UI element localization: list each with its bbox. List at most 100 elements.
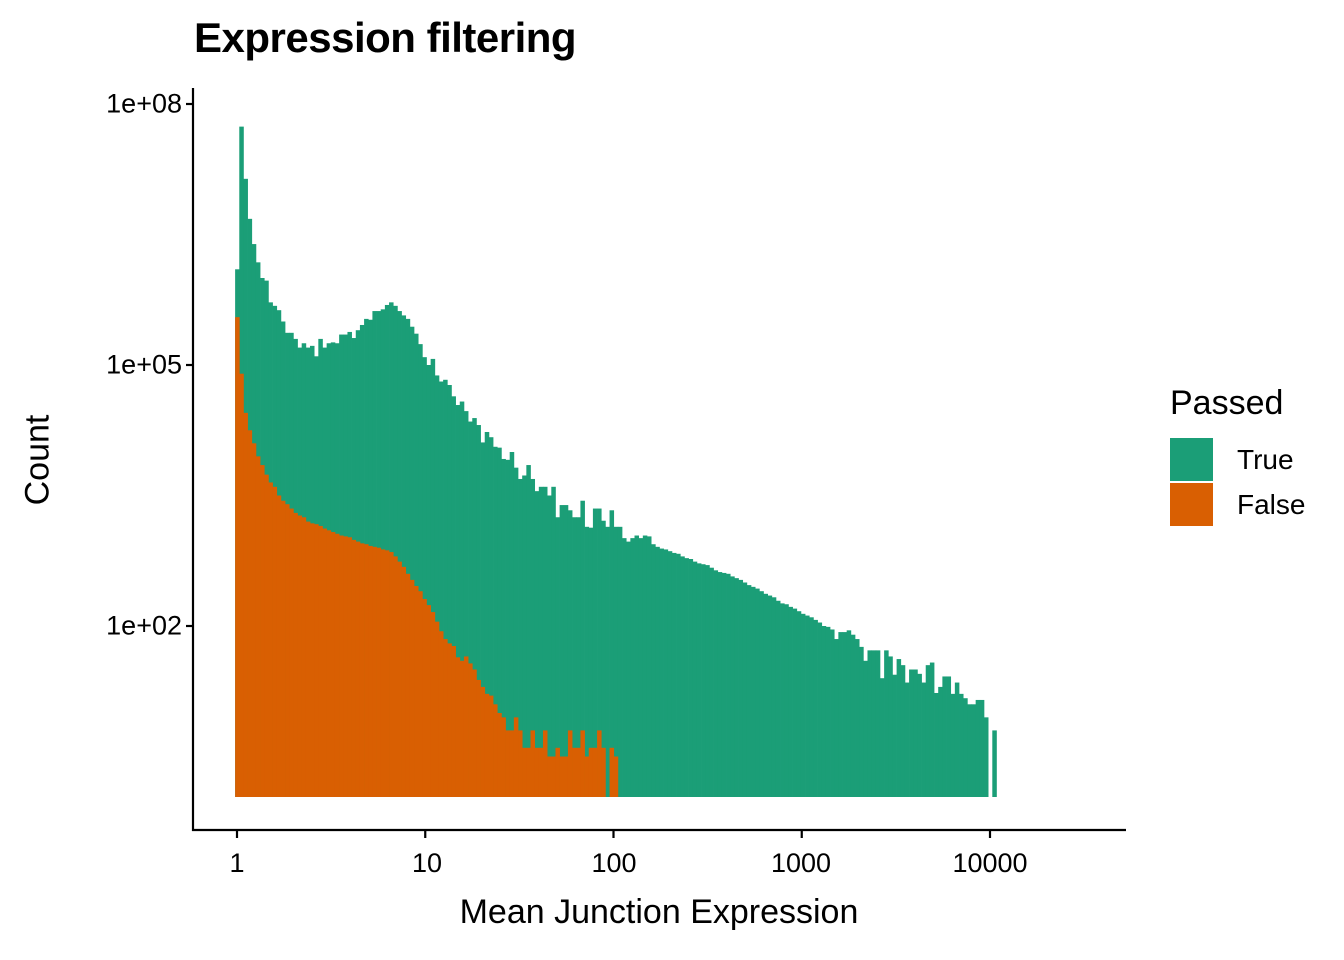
histogram-bar — [830, 629, 835, 797]
histogram-bar — [551, 756, 556, 797]
histogram-bar — [359, 543, 365, 797]
histogram-bar — [339, 535, 344, 797]
histogram-bar — [659, 548, 664, 797]
histogram-bar — [934, 692, 939, 797]
histogram-bar — [813, 619, 818, 797]
histogram-bar — [443, 379, 448, 797]
histogram-bar — [888, 656, 893, 797]
histogram-bar — [497, 713, 502, 797]
histogram-bar — [476, 679, 481, 797]
histogram-bar — [526, 465, 531, 797]
axes — [191, 88, 1126, 832]
histogram-bar — [917, 673, 922, 797]
histogram-bar — [247, 430, 253, 797]
histogram-bar — [601, 520, 606, 797]
histogram-bar — [484, 693, 490, 797]
histogram-bar — [584, 756, 590, 797]
x-tick-label: 10 — [411, 848, 443, 878]
histogram-bar — [871, 650, 877, 797]
histogram-bar — [422, 599, 427, 797]
histogram-bar — [846, 630, 852, 797]
histogram-bar — [534, 747, 540, 797]
histogram-bar — [597, 730, 602, 797]
histogram-bar — [447, 385, 452, 797]
histogram-bar — [484, 431, 490, 797]
histogram-bar — [401, 566, 407, 797]
histogram-bar — [547, 756, 552, 797]
histogram-bar — [771, 597, 777, 797]
histogram-bar — [626, 541, 631, 797]
histogram-bar — [763, 593, 768, 797]
histogram-bar — [613, 526, 619, 797]
histogram-bar — [393, 556, 398, 797]
histogram-bar — [642, 535, 648, 797]
histogram-bar — [646, 536, 652, 797]
histogram-bar — [780, 603, 785, 797]
histogram-bar — [418, 344, 423, 797]
histogram-bar — [580, 730, 585, 797]
histogram-bar — [588, 747, 594, 797]
histogram-bar — [896, 659, 902, 797]
histogram-bar — [567, 510, 573, 797]
histogram-bar — [235, 317, 240, 797]
histogram-bar — [609, 510, 615, 797]
histogram-bar — [959, 693, 964, 797]
histogram-bar — [285, 504, 290, 797]
histogram-bar — [792, 608, 798, 797]
histogram-bar — [597, 508, 602, 797]
histogram-bar — [501, 717, 506, 797]
histogram-bar — [414, 333, 419, 797]
y-axis-label: Count — [18, 414, 57, 506]
histogram-bar — [909, 669, 914, 797]
histogram-bar — [609, 747, 615, 797]
y-tick-label: 1e+05 — [106, 349, 182, 380]
histogram-bar — [788, 606, 793, 797]
histogram-bar — [850, 634, 856, 797]
histogram-bar — [430, 358, 436, 797]
histogram-bar — [588, 527, 594, 797]
legend-swatch-true — [1170, 438, 1213, 481]
histogram-bar — [867, 650, 872, 797]
histogram-bar — [946, 676, 952, 797]
histogram-bar — [559, 505, 565, 797]
histogram-bar — [480, 442, 486, 797]
histogram-bar — [730, 576, 735, 797]
histogram-bar — [509, 730, 515, 797]
histogram-bar — [929, 662, 935, 797]
histogram-bar — [900, 665, 906, 797]
histogram-bar — [463, 656, 469, 797]
histogram-bar — [884, 650, 889, 797]
histogram-bar — [530, 478, 536, 797]
histogram-bar — [663, 549, 669, 797]
histogram-bar — [576, 747, 581, 797]
histogram-bar — [239, 373, 244, 797]
histogram-bar — [488, 437, 494, 797]
histogram-bar — [913, 669, 918, 797]
histogram-bar — [800, 613, 806, 797]
histogram-bar — [405, 573, 411, 797]
histogram-bar — [767, 595, 773, 797]
histogram-bar — [376, 547, 382, 797]
histogram-bar — [334, 533, 340, 797]
histogram-bar — [542, 486, 548, 797]
legend-label: False — [1237, 488, 1306, 520]
histogram-bar — [622, 538, 627, 797]
histogram-bar — [746, 585, 752, 797]
histogram-bar — [555, 747, 560, 797]
histogram-bar — [834, 639, 839, 797]
histogram-bar — [859, 646, 864, 797]
histogram-bar — [921, 682, 927, 797]
histogram-bar — [255, 456, 261, 797]
histogram-bar — [613, 756, 619, 797]
histogram-bar — [601, 747, 606, 797]
histogram-bar — [975, 699, 981, 797]
histogram-bar — [455, 405, 461, 797]
histogram-bar — [572, 747, 577, 797]
histogram-bar — [451, 646, 456, 797]
histogram-bar — [979, 699, 985, 797]
x-axis-label: Mean Junction Expression — [459, 893, 859, 931]
histogram-bar — [709, 567, 714, 797]
x-tick-label: 1000 — [770, 848, 832, 878]
histogram-bar — [572, 517, 577, 797]
